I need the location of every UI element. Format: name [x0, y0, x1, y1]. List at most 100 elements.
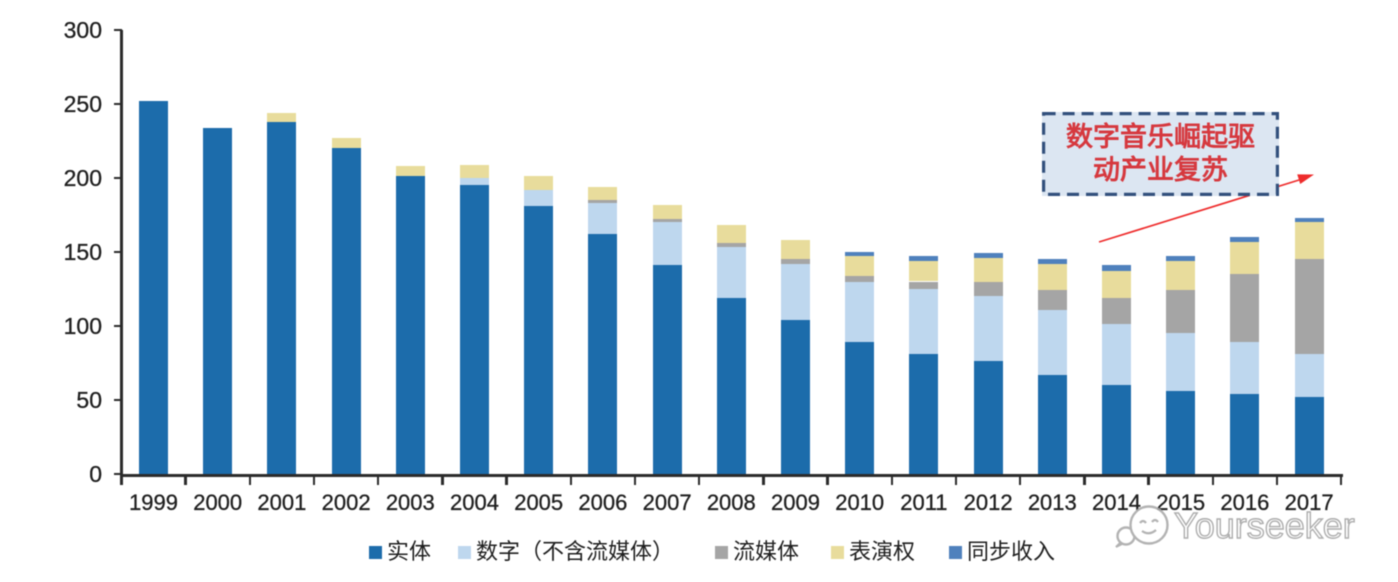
- legend-item: 流媒体: [715, 541, 799, 563]
- legend-swatch: [369, 545, 382, 559]
- bar-segment-2014: [1102, 297, 1131, 325]
- x-tick: [1275, 477, 1279, 485]
- bar-segment-2007: [652, 222, 682, 266]
- bar-segment-2001: [267, 112, 297, 122]
- x-tick-label: 2013: [1027, 490, 1077, 515]
- x-tick-label: 2002: [321, 490, 371, 515]
- y-tick-label: 150: [63, 238, 102, 265]
- bar-segment-2012: [973, 296, 1003, 362]
- bar-segment-2007: [652, 204, 682, 220]
- watermark-text: Yourseeker: [1173, 504, 1355, 546]
- x-tick: [569, 477, 572, 485]
- annotation-box-border: [1042, 112, 1279, 196]
- x-tick-label: 2004: [450, 490, 499, 515]
- x-tick: [441, 477, 444, 485]
- x-tick: [377, 477, 380, 485]
- x-tick: [698, 477, 701, 485]
- y-tick: [113, 102, 122, 106]
- bar-segment-1999: [139, 100, 168, 474]
- x-tick: [762, 477, 765, 485]
- bar-segment-2014: [1102, 265, 1131, 272]
- y-tick-label: 50: [76, 386, 102, 413]
- bar-segment-2003: [395, 166, 425, 177]
- x-tick-label: 2012: [963, 490, 1013, 515]
- bar-segment-2006: [588, 186, 618, 201]
- bar-segment-2005: [524, 189, 554, 206]
- x-tick-label: 2017: [1284, 490, 1334, 515]
- x-tick-label: 2014: [1092, 490, 1141, 515]
- bar-segment-2015: [1166, 391, 1196, 474]
- bar-segment-2002: [331, 137, 361, 149]
- bar-segment-2004: [460, 177, 489, 186]
- y-tick: [113, 472, 122, 476]
- bar-segment-2003: [395, 176, 425, 474]
- bar-segment-2009: [781, 320, 810, 474]
- bar-segment-2017: [1294, 354, 1324, 397]
- bar-segment-2016: [1230, 237, 1260, 242]
- bar-segment-2012: [973, 253, 1003, 258]
- bar-segment-2011: [909, 260, 939, 282]
- y-tick-label: 300: [63, 16, 102, 43]
- annotation-text-line1: 数字音乐崛起驱: [1066, 122, 1255, 152]
- bar-segment-2008: [716, 243, 746, 248]
- x-tick: [248, 477, 251, 485]
- bar-segment-2013: [1037, 290, 1067, 310]
- bar-segment-2008: [716, 297, 746, 474]
- legend-swatch: [715, 545, 728, 559]
- bar-segment-2007: [652, 265, 682, 474]
- x-tick-label: 2007: [642, 490, 692, 515]
- y-tick: [113, 324, 122, 328]
- legend-swatch: [458, 545, 471, 559]
- legend-label: 数字（不含流媒体）: [476, 539, 675, 564]
- bar-segment-2017: [1294, 217, 1324, 223]
- y-tick: [113, 176, 122, 180]
- x-tick-label: 2015: [1156, 490, 1206, 515]
- legend-item: 表演权: [831, 541, 915, 563]
- legend-item: 同步收入: [949, 541, 1055, 563]
- bar-segment-2006: [588, 234, 618, 474]
- bar-segment-2000: [203, 127, 233, 474]
- bar-segment-2014: [1102, 271, 1131, 298]
- bar-segment-2010: [845, 342, 875, 474]
- bar-segment-2013: [1037, 374, 1067, 474]
- bar-segment-2013: [1037, 309, 1067, 375]
- x-tick: [1340, 477, 1343, 485]
- bar-segment-2014: [1102, 385, 1131, 474]
- watermark: Yourseeker: [1112, 503, 1355, 549]
- bar-segment-2002: [331, 148, 361, 474]
- bar-segment-2016: [1230, 241, 1260, 275]
- x-tick-label: 2016: [1220, 490, 1270, 515]
- bar-segment-2015: [1166, 256, 1196, 261]
- bar-segment-2015: [1166, 290, 1196, 334]
- legend-label: 表演权: [849, 539, 916, 564]
- bar-segment-2013: [1037, 259, 1067, 264]
- legend: 实体 数字（不含流媒体） 流媒体 表演权 同步收入: [0, 541, 1398, 565]
- bar-segment-2008: [716, 247, 746, 298]
- bar-segment-2016: [1230, 274, 1260, 343]
- bar-segment-2011: [909, 288, 939, 355]
- bar-segment-2014: [1102, 324, 1131, 386]
- bar-segment-2015: [1166, 333, 1196, 392]
- y-tick-label: 250: [63, 90, 102, 117]
- bar-segment-2012: [973, 257, 1003, 282]
- y-tick: [113, 250, 122, 254]
- bar-segment-2009: [781, 263, 810, 320]
- x-axis-line: [120, 474, 1343, 477]
- legend-item: 实体: [369, 541, 431, 563]
- x-tick: [826, 477, 829, 485]
- bar-segment-2001: [267, 121, 297, 474]
- y-axis-line: [120, 30, 123, 477]
- bar-segment-2017: [1294, 222, 1324, 260]
- annotation-box: 数字音乐崛起驱 动产业复苏: [1042, 112, 1279, 196]
- bar-segment-2010: [845, 275, 875, 282]
- x-tick-label: 1999: [129, 490, 178, 515]
- x-tick-label: 2011: [900, 490, 948, 515]
- bar-segment-2015: [1166, 260, 1196, 291]
- bar-segment-2016: [1230, 342, 1260, 395]
- bar-segment-2005: [524, 176, 554, 190]
- bar-segment-2011: [909, 281, 939, 289]
- bar-segment-2008: [716, 225, 746, 243]
- legend-label: 同步收入: [967, 539, 1056, 564]
- bar-segment-2004: [460, 164, 489, 178]
- bar-segment-2006: [588, 200, 618, 204]
